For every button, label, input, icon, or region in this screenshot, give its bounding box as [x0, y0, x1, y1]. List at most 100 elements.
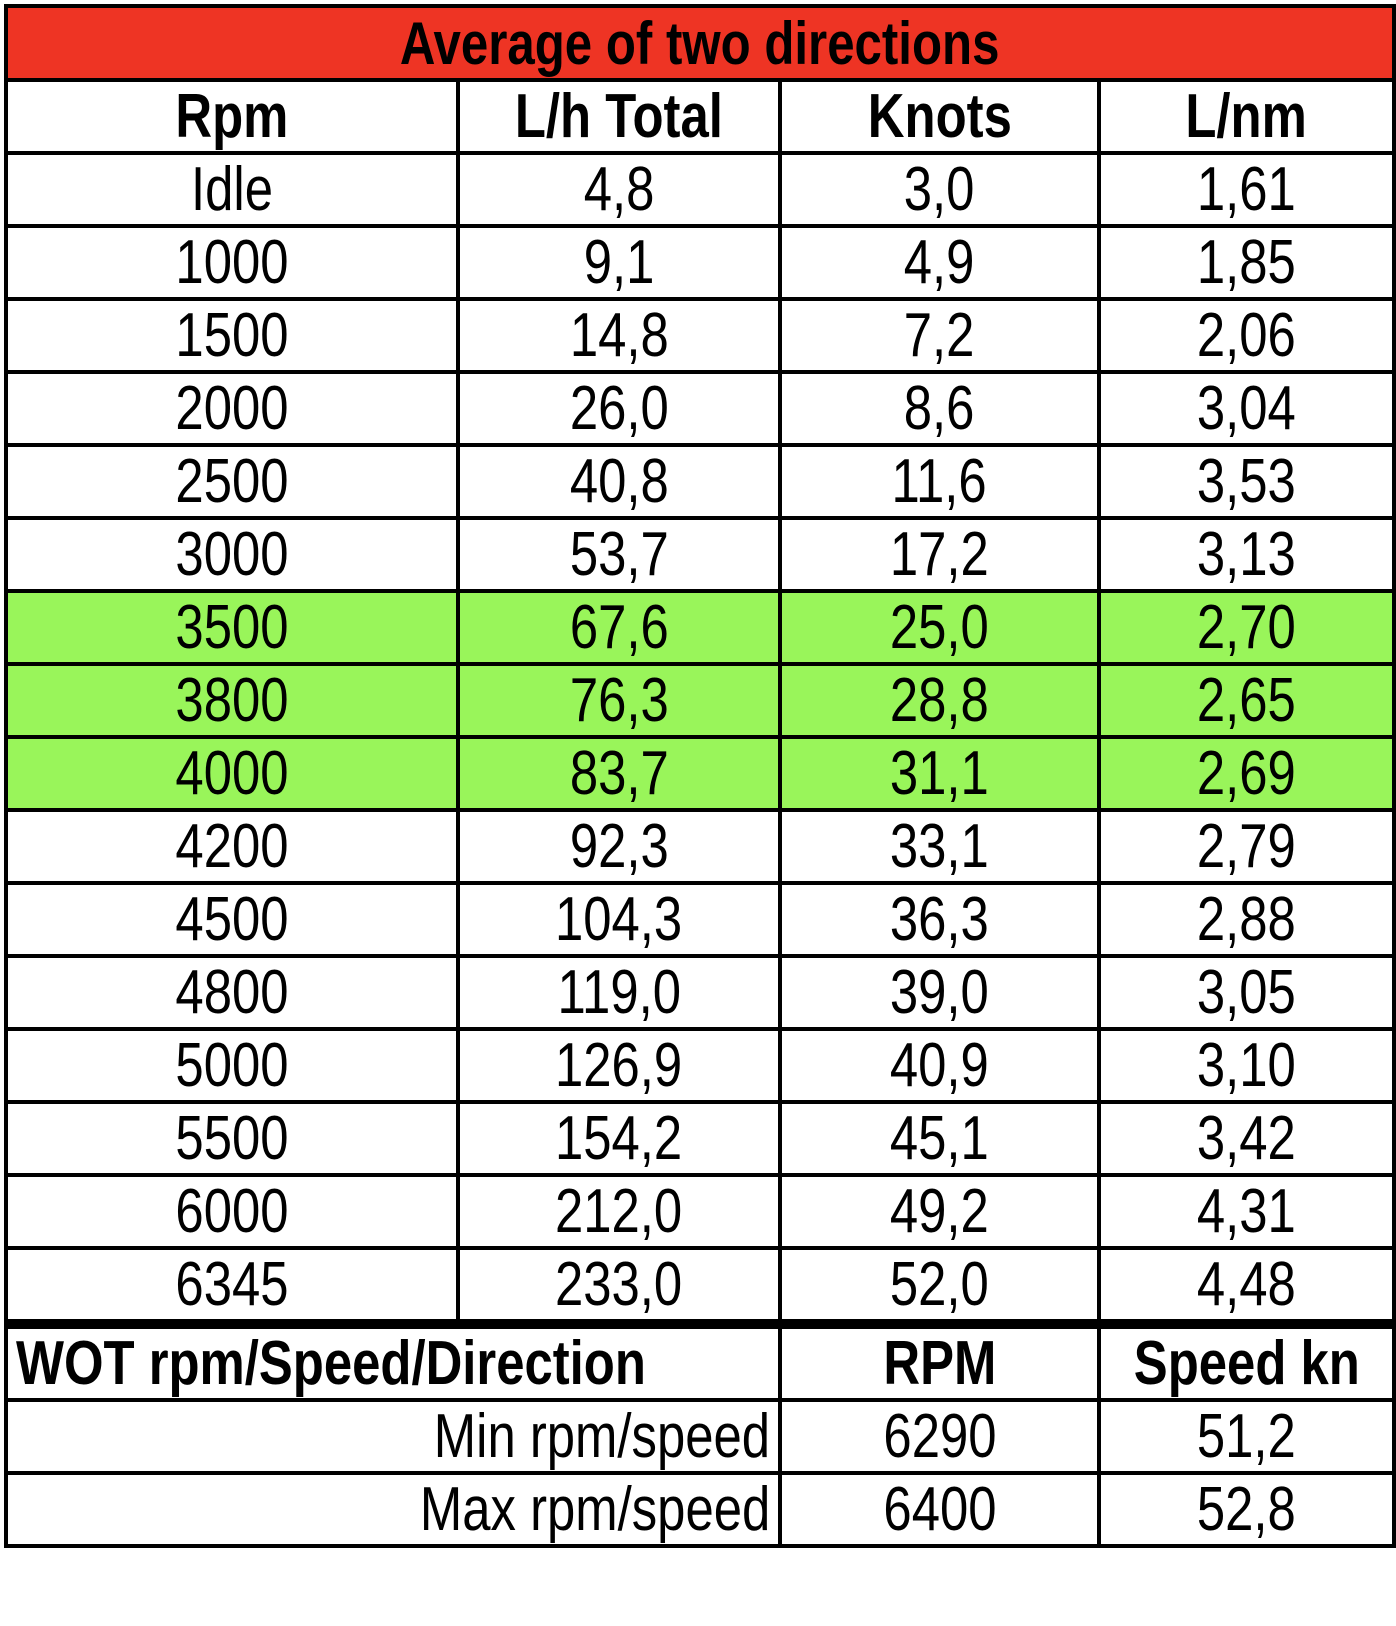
rpm-cell: 4000: [4, 735, 460, 812]
rpm-cell: 6000: [4, 1173, 460, 1250]
rpm-cell: 4500: [4, 881, 460, 958]
rpm-cell: 6345: [4, 1246, 460, 1326]
knots-cell: 11,6: [778, 443, 1101, 520]
lnm-cell: 4,48: [1097, 1246, 1396, 1326]
knots-cell: 31,1: [778, 735, 1101, 812]
lh-total-cell: 14,8: [456, 297, 782, 374]
knots-cell: 52,0: [778, 1246, 1101, 1326]
lnm-cell: 2,06: [1097, 297, 1396, 374]
table-row: 2000 26,0 8,6 3,04: [4, 370, 1396, 447]
knots-cell: 45,1: [778, 1100, 1101, 1177]
table-row: 5000 126,9 40,9 3,10: [4, 1027, 1396, 1104]
wot-speed: 51,2: [1097, 1398, 1396, 1475]
wot-rpm: 6400: [778, 1471, 1101, 1548]
table-row: 3000 53,7 17,2 3,13: [4, 516, 1396, 593]
knots-cell: 25,0: [778, 589, 1101, 666]
lnm-cell: 3,10: [1097, 1027, 1396, 1104]
wot-header-speed: Speed kn: [1097, 1319, 1396, 1402]
table-row: 4000 83,7 31,1 2,69: [4, 735, 1396, 812]
lnm-cell: 3,42: [1097, 1100, 1396, 1177]
lnm-cell: 2,70: [1097, 589, 1396, 666]
rpm-cell: 3500: [4, 589, 460, 666]
knots-cell: 40,9: [778, 1027, 1101, 1104]
wot-rpm: 6290: [778, 1398, 1101, 1475]
rpm-cell: 1500: [4, 297, 460, 374]
header-lnm: L/nm: [1097, 78, 1396, 155]
wot-header-row: WOT rpm/Speed/Direction RPM Speed kn: [4, 1319, 1396, 1402]
lh-total-cell: 119,0: [456, 954, 782, 1031]
rpm-cell: 4200: [4, 808, 460, 885]
rpm-cell: 2500: [4, 443, 460, 520]
table-row: 2500 40,8 11,6 3,53: [4, 443, 1396, 520]
lnm-cell: 3,13: [1097, 516, 1396, 593]
knots-cell: 39,0: [778, 954, 1101, 1031]
knots-cell: 36,3: [778, 881, 1101, 958]
knots-cell: 28,8: [778, 662, 1101, 739]
rpm-cell: 3000: [4, 516, 460, 593]
rpm-cell: 1000: [4, 224, 460, 301]
lh-total-cell: 40,8: [456, 443, 782, 520]
lh-total-cell: 26,0: [456, 370, 782, 447]
header-row: Rpm L/h Total Knots L/nm: [4, 78, 1396, 155]
fuel-consumption-table: Average of two directions Rpm L/h Total …: [4, 4, 1396, 1548]
lnm-cell: 1,61: [1097, 151, 1396, 228]
table-row: 3800 76,3 28,8 2,65: [4, 662, 1396, 739]
knots-cell: 7,2: [778, 297, 1101, 374]
wot-row: Max rpm/speed 6400 52,8: [4, 1471, 1396, 1548]
lnm-cell: 4,31: [1097, 1173, 1396, 1250]
table-row: 4800 119,0 39,0 3,05: [4, 954, 1396, 1031]
wot-header-rpm: RPM: [778, 1319, 1101, 1402]
knots-cell: 33,1: [778, 808, 1101, 885]
lh-total-cell: 154,2: [456, 1100, 782, 1177]
lnm-cell: 3,53: [1097, 443, 1396, 520]
lh-total-cell: 67,6: [456, 589, 782, 666]
rpm-cell: 4800: [4, 954, 460, 1031]
wot-header-label: WOT rpm/Speed/Direction: [4, 1319, 782, 1402]
lh-total-cell: 53,7: [456, 516, 782, 593]
table-row: 3500 67,6 25,0 2,70: [4, 589, 1396, 666]
lnm-cell: 3,04: [1097, 370, 1396, 447]
table-row: 1000 9,1 4,9 1,85: [4, 224, 1396, 301]
lnm-cell: 2,69: [1097, 735, 1396, 812]
wot-label: Max rpm/speed: [4, 1471, 782, 1548]
knots-cell: 17,2: [778, 516, 1101, 593]
rpm-cell: 3800: [4, 662, 460, 739]
knots-cell: 49,2: [778, 1173, 1101, 1250]
lh-total-cell: 76,3: [456, 662, 782, 739]
lh-total-cell: 212,0: [456, 1173, 782, 1250]
lh-total-cell: 92,3: [456, 808, 782, 885]
knots-cell: 4,9: [778, 224, 1101, 301]
lh-total-cell: 9,1: [456, 224, 782, 301]
rpm-cell: 5000: [4, 1027, 460, 1104]
lnm-cell: 2,65: [1097, 662, 1396, 739]
rpm-cell: Idle: [4, 151, 460, 228]
header-lh-total: L/h Total: [456, 78, 782, 155]
title-row: Average of two directions: [4, 4, 1396, 82]
knots-cell: 3,0: [778, 151, 1101, 228]
table-row: 6000 212,0 49,2 4,31: [4, 1173, 1396, 1250]
header-knots: Knots: [778, 78, 1101, 155]
lh-total-cell: 126,9: [456, 1027, 782, 1104]
wot-speed: 52,8: [1097, 1471, 1396, 1548]
table-row: Idle 4,8 3,0 1,61: [4, 151, 1396, 228]
lnm-cell: 3,05: [1097, 954, 1396, 1031]
table-row: 1500 14,8 7,2 2,06: [4, 297, 1396, 374]
wot-row: Min rpm/speed 6290 51,2: [4, 1398, 1396, 1475]
table-row: 6345 233,0 52,0 4,48: [4, 1246, 1396, 1326]
header-rpm: Rpm: [4, 78, 460, 155]
lnm-cell: 2,88: [1097, 881, 1396, 958]
rpm-cell: 5500: [4, 1100, 460, 1177]
knots-cell: 8,6: [778, 370, 1101, 447]
wot-label: Min rpm/speed: [4, 1398, 782, 1475]
lh-total-cell: 104,3: [456, 881, 782, 958]
table-row: 4200 92,3 33,1 2,79: [4, 808, 1396, 885]
rpm-cell: 2000: [4, 370, 460, 447]
lnm-cell: 2,79: [1097, 808, 1396, 885]
table-row: 5500 154,2 45,1 3,42: [4, 1100, 1396, 1177]
table-title: Average of two directions: [4, 4, 1396, 82]
lnm-cell: 1,85: [1097, 224, 1396, 301]
lh-total-cell: 83,7: [456, 735, 782, 812]
table-row: 4500 104,3 36,3 2,88: [4, 881, 1396, 958]
lh-total-cell: 233,0: [456, 1246, 782, 1326]
lh-total-cell: 4,8: [456, 151, 782, 228]
